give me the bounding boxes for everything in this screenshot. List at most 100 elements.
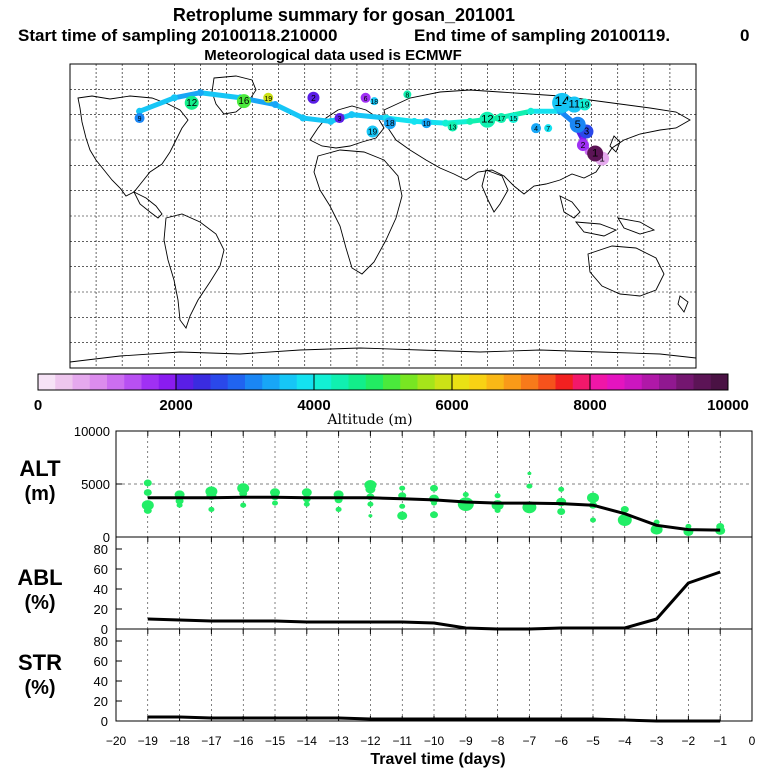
alt-cluster-point (239, 490, 248, 497)
colorbar-swatch (486, 374, 505, 390)
colorbar-swatch (141, 374, 160, 390)
colorbar-swatch (400, 374, 418, 390)
alt-cluster-point (494, 493, 501, 499)
cluster-marker-label: 18 (385, 118, 395, 128)
cluster-marker-label: 19 (264, 96, 272, 103)
alt-ytick-label: 10000 (74, 424, 110, 439)
colorbar-swatch (158, 374, 177, 390)
colorbar-swatch (469, 374, 487, 390)
x-tick-label: −9 (459, 734, 473, 748)
alt-cluster-point (303, 501, 310, 507)
colorbar-swatch (314, 374, 332, 390)
cluster-marker (587, 145, 604, 162)
str-ytick-label: 60 (94, 654, 108, 669)
alt-cluster-point (494, 507, 501, 514)
colorbar-swatch (296, 374, 315, 390)
str-ytick-label: 20 (94, 694, 108, 709)
x-tick-label: −18 (169, 734, 190, 748)
cluster-marker (360, 92, 371, 103)
x-tick-label: −17 (201, 734, 222, 748)
alt-cluster-point (431, 500, 437, 506)
x-tick-label: −7 (523, 734, 537, 748)
cluster-marker (184, 95, 199, 110)
cluster-marker-label: 17 (497, 116, 505, 123)
abl-ytick-label: 20 (94, 602, 108, 617)
met-data-label: Meteorological data used is ECMWF (204, 47, 462, 64)
trajectory-segment (171, 90, 203, 101)
colorbar-swatch (38, 374, 56, 390)
alt-cluster-points (141, 471, 726, 536)
cluster-marker-label: 1 (592, 148, 598, 160)
trajectory-point (527, 107, 535, 115)
alt-cluster-point (272, 500, 278, 506)
colorbar-tick-label: 8000 (573, 397, 606, 414)
colorbar-swatch (503, 374, 522, 390)
alt-cluster-point (143, 489, 152, 496)
colorbar-tick-label: 0 (34, 397, 42, 414)
cluster-marker (576, 139, 589, 152)
x-tick-label: −19 (138, 734, 159, 748)
trajectory-point (299, 114, 307, 122)
alt-cluster-point (237, 483, 250, 494)
alt-cluster-point (430, 511, 438, 519)
x-tick-label: −3 (650, 734, 664, 748)
colorbar-swatch (555, 374, 574, 390)
colorbar-swatch (452, 374, 470, 390)
cluster-marker-label: 9 (138, 116, 142, 123)
trajectory-segment (300, 115, 334, 124)
abl-panel-label: ABL (17, 565, 62, 590)
x-tick-label: −20 (106, 734, 127, 748)
colorbar-swatch (193, 374, 211, 390)
colorbar-swatch (210, 374, 229, 390)
cluster-marker (479, 111, 496, 128)
alt-cluster-point (462, 492, 469, 498)
alt-cluster-point (557, 508, 566, 515)
end-time-tail: 0 (740, 26, 749, 45)
colorbar-swatch (365, 374, 384, 390)
colorbar-swatch (107, 374, 125, 390)
trajectory-point (327, 117, 335, 125)
cluster-marker-label: 10 (423, 121, 431, 128)
colorbar-swatch (176, 374, 194, 390)
cluster-marker (236, 94, 251, 109)
x-axis-label: Travel time (days) (370, 751, 505, 768)
alt-cluster-point (527, 471, 532, 476)
cluster-marker (370, 97, 379, 106)
cluster-marker-label: 12 (186, 98, 197, 109)
cluster-marker-label: 1 (599, 154, 604, 165)
alt-cluster-point (620, 506, 629, 513)
alt-cluster-point (240, 502, 247, 508)
x-tick-label: −14 (297, 734, 318, 748)
cluster-marker-label: 15 (510, 116, 518, 123)
cluster-marker (447, 121, 458, 132)
trajectory-segment (272, 102, 306, 121)
start-time-label: Start time of sampling 20100118.210000 (18, 26, 337, 45)
abl-y-ticks: 80 60 40 20 0 (94, 542, 122, 637)
alt-cluster-point (526, 483, 533, 489)
cluster-marker (496, 113, 507, 124)
alt-panel-unit: (m) (24, 483, 55, 505)
alt-cluster-point (143, 479, 152, 487)
trajectory-segment (349, 112, 389, 121)
cluster-marker-label: 2 (311, 93, 316, 103)
trajectory-point (442, 119, 450, 127)
cluster-marker (566, 96, 583, 113)
map-graticule (70, 64, 696, 368)
colorbar-tick-label: 10000 (707, 397, 749, 414)
abl-ytick-label: 80 (94, 542, 108, 557)
colorbar-swatch (572, 374, 591, 390)
abl-series-line (147, 570, 721, 631)
alt-cluster-point (141, 500, 154, 511)
x-tick-label: −5 (586, 734, 600, 748)
cluster-marker (307, 91, 320, 104)
cluster-marker-label: 11 (568, 99, 580, 111)
x-tick-label: −11 (392, 734, 412, 748)
str-panel-label: STR (18, 650, 62, 675)
abl-ytick-label: 40 (94, 582, 108, 597)
alt-cluster-point (715, 526, 726, 535)
x-tick-label: −8 (491, 734, 505, 748)
cluster-marker (134, 113, 145, 124)
trajectory-point (271, 101, 279, 109)
